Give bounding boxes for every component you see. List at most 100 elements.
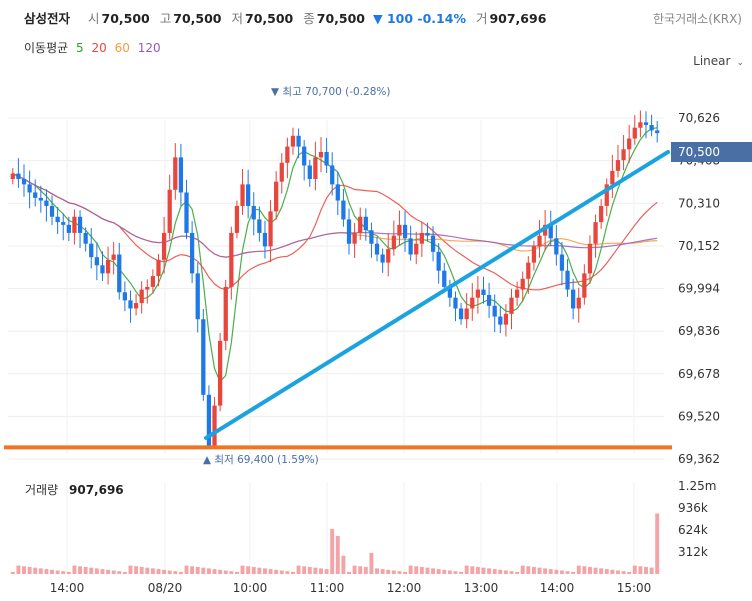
price-tick-label: 70,310	[678, 196, 720, 210]
candle-body	[38, 197, 43, 201]
price-tick-label: 69,678	[678, 367, 720, 381]
volume-bar	[291, 571, 295, 574]
volume-bar	[397, 571, 402, 574]
volume-bar	[386, 569, 391, 574]
volume-bar	[459, 571, 464, 574]
volume-bar	[492, 569, 497, 574]
candle-body	[55, 216, 60, 223]
volume-bar	[419, 566, 424, 574]
volume-bar	[94, 568, 99, 574]
candle-body	[234, 205, 240, 233]
candle-body	[632, 127, 637, 139]
volume-bar	[234, 571, 239, 574]
volume-bars	[10, 513, 660, 574]
candle-body	[587, 243, 593, 274]
volume-bar	[246, 566, 251, 574]
candle-body	[386, 249, 391, 263]
volume-bar	[128, 565, 133, 574]
volume-bar	[50, 569, 54, 574]
volume-bar	[72, 565, 77, 574]
candle-body	[206, 394, 212, 449]
candle-body	[296, 135, 301, 147]
close-label: 종	[303, 11, 315, 26]
volume-title: 거래량	[25, 483, 58, 497]
moving-average-legend[interactable]: 이동평균 5 20 60 120	[24, 39, 165, 56]
candle-body	[161, 232, 167, 260]
candle-body	[649, 125, 654, 131]
candle-body	[173, 157, 178, 190]
volume-bar	[324, 569, 329, 574]
ma-legend-5: 5	[76, 41, 84, 55]
volume-bar	[27, 566, 32, 574]
volume-bar	[195, 566, 200, 574]
candle-body	[486, 294, 492, 306]
candle-body	[430, 235, 436, 252]
candle-body	[402, 224, 408, 239]
candle-body	[358, 216, 363, 233]
time-tick-label: 14:00	[540, 581, 575, 595]
ma-legend-20: 20	[91, 41, 107, 55]
high-annotation: ▼ 최고 70,700 (-0.28%)	[271, 86, 391, 98]
volume-bar	[380, 569, 385, 574]
candle-body	[100, 265, 105, 274]
volume-tick-label: 936k	[678, 501, 708, 515]
candle-body	[262, 232, 268, 247]
volume-bar	[470, 566, 475, 574]
candle-body	[615, 160, 621, 171]
candle-body	[251, 205, 256, 220]
quote-summary: 삼성전자 시 70,500 고 70,500 저 70,500 종 70,500 ▼ 1…	[24, 8, 546, 27]
candle-body	[604, 184, 609, 206]
scale-mode-button[interactable]: Linear ⌄	[693, 54, 744, 68]
candle-body	[481, 289, 486, 295]
volume-bar	[274, 569, 279, 574]
candle-body	[21, 178, 27, 185]
candle-body	[520, 278, 525, 290]
volume-bar	[122, 571, 127, 574]
candle-body	[66, 224, 71, 233]
candle-body	[408, 238, 413, 255]
volume-bar	[509, 571, 514, 574]
volume-bar	[363, 566, 368, 574]
volume-bar	[285, 571, 290, 574]
candle-body	[643, 122, 649, 126]
candle-body	[498, 316, 503, 325]
volume-bar	[487, 568, 492, 574]
candle-body	[77, 216, 83, 233]
candle-body	[195, 273, 200, 320]
volume-bar	[475, 566, 480, 574]
candle-body	[610, 170, 615, 185]
volume-bar	[206, 568, 211, 574]
volume-bar	[548, 569, 553, 574]
volume-bar	[279, 570, 284, 574]
candle-body	[458, 308, 464, 320]
candle-body	[599, 205, 604, 223]
volume-bar	[649, 567, 654, 574]
volume-bar	[425, 567, 430, 574]
volume-bar	[10, 571, 15, 574]
moving-average-lines	[12, 127, 658, 383]
candle-body	[218, 340, 223, 406]
candle-body	[537, 235, 542, 247]
candle-body	[122, 292, 127, 301]
volume-bar	[436, 569, 441, 574]
volume-bar	[150, 568, 155, 574]
volume-bar	[201, 567, 206, 574]
candle-body	[44, 200, 49, 206]
volume-bar	[117, 571, 122, 574]
current-price-tag: 70,500	[671, 141, 752, 162]
candle-body	[335, 184, 340, 201]
candle-body	[105, 259, 111, 274]
volume-bar	[229, 571, 234, 574]
ma-legend-title: 이동평균	[24, 41, 69, 55]
chevron-down-icon: ⌄	[736, 58, 744, 68]
volume-label: 거	[475, 11, 488, 26]
candle-body	[374, 243, 380, 255]
candle-body	[341, 200, 346, 220]
candle-body	[285, 146, 290, 163]
volume-bar	[498, 569, 503, 574]
trend-line[interactable]	[204, 149, 670, 440]
candle-body	[290, 135, 296, 147]
volume-bar	[178, 571, 183, 574]
candle-body	[33, 192, 38, 198]
